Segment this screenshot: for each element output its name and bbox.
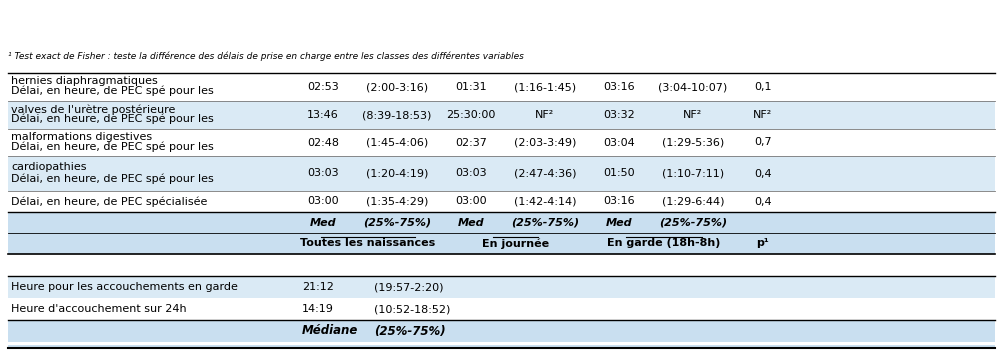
Text: (1:29-6:44): (1:29-6:44) (661, 197, 723, 206)
Text: cardiopathies: cardiopathies (11, 161, 86, 172)
Bar (8, 254, 994, 276)
Text: 21:12: 21:12 (302, 282, 334, 292)
Text: 0,4: 0,4 (754, 197, 772, 206)
Text: En garde (18h-8h): En garde (18h-8h) (606, 238, 720, 249)
Text: hernies diaphragmatiques: hernies diaphragmatiques (11, 77, 157, 86)
Text: Délai, en heure, de PEC spé pour les: Délai, en heure, de PEC spé pour les (11, 141, 213, 152)
Text: (1:35-4:29): (1:35-4:29) (366, 197, 428, 206)
Text: (1:20-4:19): (1:20-4:19) (366, 168, 428, 179)
Bar (8, 73, 994, 101)
Text: (2:00-3:16): (2:00-3:16) (366, 82, 428, 92)
Text: 0,4: 0,4 (754, 168, 772, 179)
Text: Toutes les naissances: Toutes les naissances (300, 238, 435, 249)
Text: 03:16: 03:16 (602, 82, 634, 92)
Bar (8, 156, 994, 191)
Text: (1:45-4:06): (1:45-4:06) (366, 138, 428, 147)
Text: Délai, en heure, de PEC spé pour les: Délai, en heure, de PEC spé pour les (11, 173, 213, 184)
Text: 25:30:00: 25:30:00 (446, 110, 495, 120)
Text: 03:03: 03:03 (307, 168, 339, 179)
Text: p¹: p¹ (756, 238, 769, 249)
Text: 02:48: 02:48 (307, 138, 339, 147)
Text: NF²: NF² (753, 110, 772, 120)
Text: (25%-75%): (25%-75%) (658, 218, 726, 227)
Bar (8, 191, 994, 212)
Text: 0,7: 0,7 (754, 138, 772, 147)
Text: 14:19: 14:19 (302, 304, 334, 314)
Text: 03:03: 03:03 (455, 168, 486, 179)
Text: (8:39-18:53): (8:39-18:53) (362, 110, 431, 120)
Text: (2:03-3:49): (2:03-3:49) (513, 138, 575, 147)
Text: (3:04-10:07): (3:04-10:07) (657, 82, 726, 92)
Text: NF²: NF² (535, 110, 554, 120)
Text: Délai, en heure, de PEC spé pour les: Délai, en heure, de PEC spé pour les (11, 114, 213, 125)
Text: (25%-75%): (25%-75%) (374, 325, 445, 338)
Text: 02:37: 02:37 (455, 138, 486, 147)
Text: 03:16: 03:16 (602, 197, 634, 206)
Text: valves de l'urètre postérieure: valves de l'urètre postérieure (11, 104, 175, 115)
Text: Heure d'accouchement sur 24h: Heure d'accouchement sur 24h (11, 304, 186, 314)
Bar (8, 212, 994, 233)
Text: 03:04: 03:04 (602, 138, 634, 147)
Text: Heure pour les accouchements en garde: Heure pour les accouchements en garde (11, 282, 237, 292)
Text: 01:31: 01:31 (455, 82, 486, 92)
Text: 03:32: 03:32 (602, 110, 634, 120)
Text: Med: Med (310, 218, 336, 227)
Text: (1:29-5:36): (1:29-5:36) (661, 138, 723, 147)
Text: Médiane: Médiane (302, 325, 358, 338)
Text: NF²: NF² (682, 110, 702, 120)
Text: 13:46: 13:46 (307, 110, 339, 120)
Text: malformations digestives: malformations digestives (11, 132, 152, 142)
Text: (1:42-4:14): (1:42-4:14) (513, 197, 576, 206)
Text: (19:57-2:20): (19:57-2:20) (374, 282, 443, 292)
Bar (8, 233, 994, 254)
Text: 02:53: 02:53 (307, 82, 339, 92)
Text: Med: Med (605, 218, 631, 227)
Text: (1:16-1:45): (1:16-1:45) (513, 82, 575, 92)
Bar (8, 129, 994, 156)
Text: (2:47-4:36): (2:47-4:36) (513, 168, 576, 179)
Text: Délai, en heure, de PEC spé pour les: Délai, en heure, de PEC spé pour les (11, 86, 213, 97)
Bar (8, 276, 994, 298)
Text: En journée: En journée (482, 238, 549, 249)
Text: (25%-75%): (25%-75%) (363, 218, 431, 227)
Text: 01:50: 01:50 (602, 168, 634, 179)
Bar (8, 101, 994, 129)
Text: (10:52-18:52): (10:52-18:52) (374, 304, 450, 314)
Bar (8, 298, 994, 320)
Text: Délai, en heure, de PEC spécialisée: Délai, en heure, de PEC spécialisée (11, 196, 207, 207)
Bar (8, 345, 994, 348)
Text: (25%-75%): (25%-75%) (510, 218, 578, 227)
Bar (8, 320, 994, 342)
Text: Med: Med (457, 218, 484, 227)
Text: 03:00: 03:00 (455, 197, 486, 206)
Text: 03:00: 03:00 (307, 197, 339, 206)
Text: (1:10-7:11): (1:10-7:11) (661, 168, 723, 179)
Text: 0,1: 0,1 (754, 82, 771, 92)
Text: ¹ Test exact de Fisher : teste la différence des délais de prise en charge entre: ¹ Test exact de Fisher : teste la différ… (8, 51, 523, 61)
